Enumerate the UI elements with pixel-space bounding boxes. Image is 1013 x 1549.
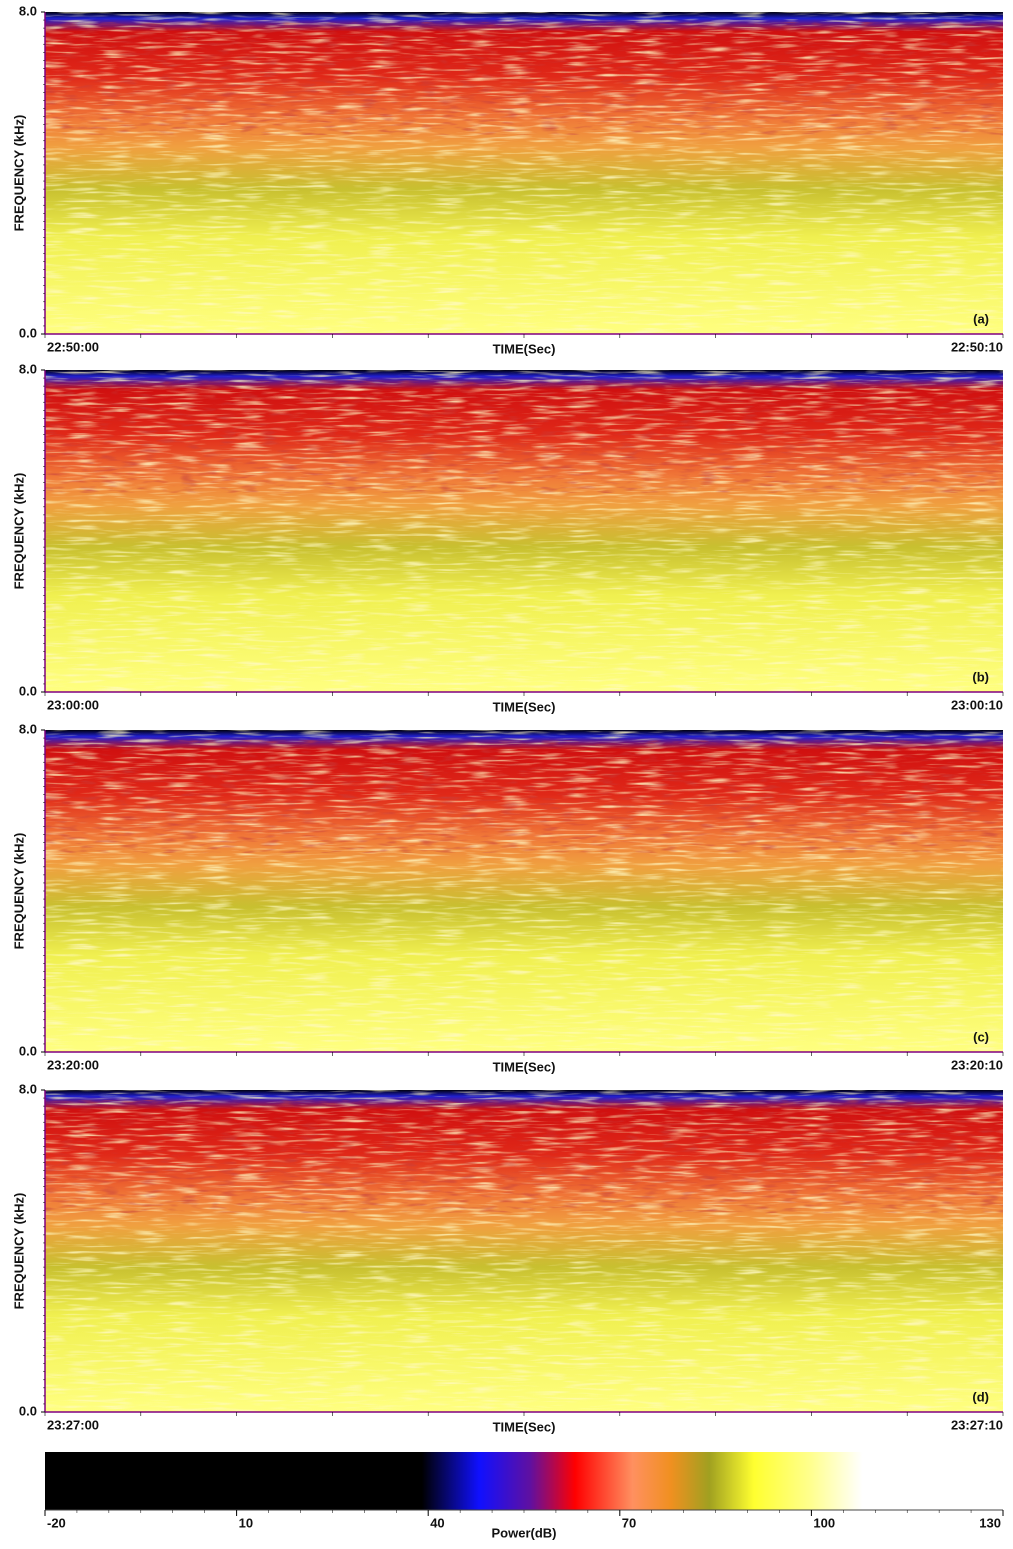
colorbar-tick-label: 100 <box>813 1515 835 1530</box>
y-axis-label: FREQUENCY (kHz) <box>11 115 26 232</box>
x-start-label: 23:27:00 <box>47 1417 99 1432</box>
y-tick-label: 0.0 <box>19 1043 37 1058</box>
x-start-label: 22:50:00 <box>47 339 99 354</box>
y-tick-label: 0.0 <box>19 683 37 698</box>
spectrogram-texture <box>45 22 1003 135</box>
y-axis-label: FREQUENCY (kHz) <box>11 473 26 590</box>
y-tick-label: 8.0 <box>19 3 37 18</box>
panel-label: (a) <box>973 311 989 326</box>
y-tick-label: 8.0 <box>19 361 37 376</box>
x-end-label: 23:20:10 <box>951 1057 1003 1072</box>
panel-label: (b) <box>972 669 989 684</box>
y-tick-label: 8.0 <box>19 1081 37 1096</box>
y-axis-label: FREQUENCY (kHz) <box>11 833 26 950</box>
colorbar-tick-label: -20 <box>47 1515 66 1530</box>
colorbar-label: Power(dB) <box>492 1525 557 1540</box>
x-axis-label: TIME(Sec) <box>493 699 556 714</box>
x-end-label: 23:27:10 <box>951 1417 1003 1432</box>
colorbar-tick-label: 70 <box>622 1515 636 1530</box>
y-axis-label: FREQUENCY (kHz) <box>11 1193 26 1310</box>
panel-label: (d) <box>972 1389 989 1404</box>
panel-label: (c) <box>973 1029 989 1044</box>
x-axis-label: TIME(Sec) <box>493 1059 556 1074</box>
colorbar-tick-label: 10 <box>239 1515 253 1530</box>
x-start-label: 23:20:00 <box>47 1057 99 1072</box>
colorbar <box>45 1452 1003 1510</box>
y-tick-label: 0.0 <box>19 325 37 340</box>
x-axis-label: TIME(Sec) <box>493 1419 556 1434</box>
x-axis-label: TIME(Sec) <box>493 341 556 356</box>
spectrogram-texture <box>45 1100 1003 1213</box>
colorbar-tick-label: 130 <box>979 1515 1001 1530</box>
x-start-label: 23:00:00 <box>47 697 99 712</box>
x-end-label: 22:50:10 <box>951 339 1003 354</box>
spectrogram-texture <box>45 740 1003 853</box>
spectrogram-texture <box>45 380 1003 493</box>
x-end-label: 23:00:10 <box>951 697 1003 712</box>
y-tick-label: 8.0 <box>19 721 37 736</box>
y-tick-label: 0.0 <box>19 1403 37 1418</box>
colorbar-tick-label: 40 <box>430 1515 444 1530</box>
